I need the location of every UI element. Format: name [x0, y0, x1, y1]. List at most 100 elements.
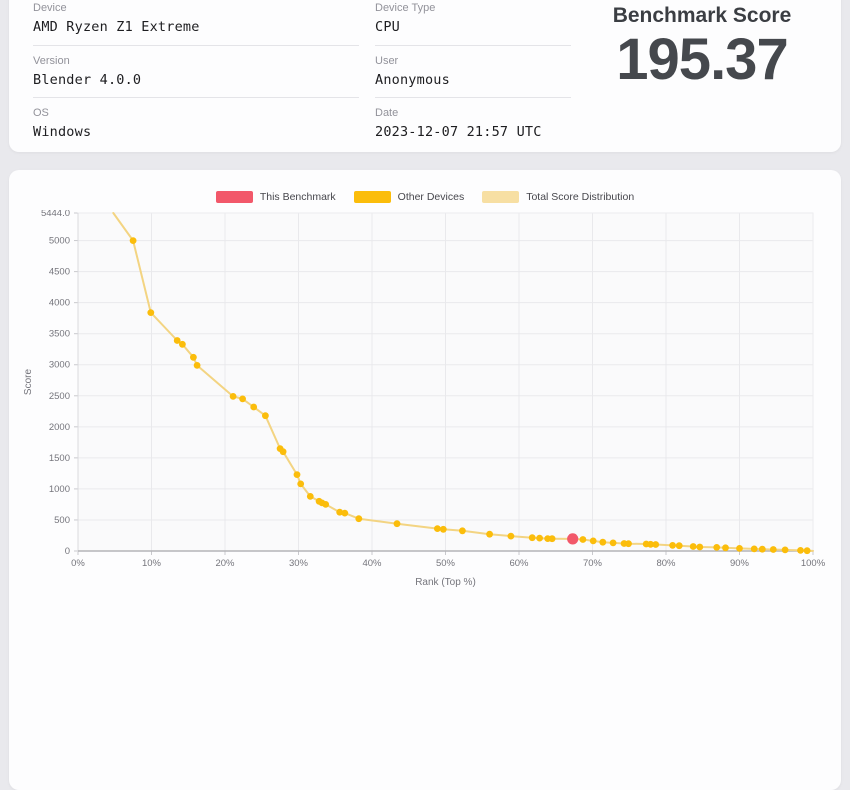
y-tick-label: 5000 [49, 236, 70, 247]
user-value: Anonymous [375, 71, 450, 88]
other-device-point[interactable] [803, 547, 811, 555]
other-device-point[interactable] [769, 546, 777, 553]
other-device-point[interactable] [758, 545, 766, 553]
other-device-point[interactable] [459, 527, 466, 535]
other-device-point[interactable] [722, 544, 729, 552]
date-value: 2023-12-07 21:57 UTC [375, 124, 542, 141]
device-type-label: Device Type [375, 2, 436, 14]
x-tick-label: 50% [436, 558, 456, 569]
chart-legend: This Benchmark Other Devices Total Score… [9, 190, 841, 204]
y-axis-title: Score [23, 369, 34, 396]
total-score-distribution-legend-label: Total Score Distribution [526, 190, 635, 203]
other-device-point[interactable] [647, 540, 654, 548]
other-device-point[interactable] [689, 543, 697, 550]
info-column-right: Device Type CPU User Anonymous Date 2023… [375, 2, 571, 150]
device-type-value: CPU [375, 19, 400, 35]
other-device-point[interactable] [293, 471, 301, 478]
other-device-point[interactable] [507, 532, 515, 540]
y-tick-label: 4000 [49, 298, 70, 309]
other-device-point[interactable] [797, 547, 804, 554]
other-device-point[interactable] [355, 515, 363, 523]
other-device-point[interactable] [696, 543, 704, 551]
device-value: AMD Ryzen Z1 Extreme [33, 19, 200, 35]
x-tick-label: 10% [142, 558, 162, 569]
y-tick-label: 3000 [49, 360, 70, 371]
benchmark-score-box: Benchmark Score 195.37 [587, 2, 817, 150]
info-grid: Device AMD Ryzen Z1 Extreme Version Blen… [33, 2, 817, 150]
other-device-point[interactable] [179, 340, 186, 348]
info-field-date: Date 2023-12-07 21:57 UTC [375, 107, 571, 150]
x-tick-label: 20% [215, 558, 235, 569]
other-device-point[interactable] [239, 395, 247, 403]
date-label: Date [375, 107, 399, 120]
other-device-point[interactable] [609, 539, 617, 547]
x-axis-title: Rank (Top %) [415, 577, 476, 588]
other-device-point[interactable] [675, 542, 683, 550]
version-label: Version [33, 54, 70, 67]
legend-item-other-devices[interactable]: Other Devices [353, 190, 465, 203]
other-device-point[interactable] [336, 508, 344, 516]
total-score-distribution-swatch [482, 191, 520, 203]
x-tick-label: 60% [509, 558, 529, 569]
benchmark-score-title: Benchmark Score [612, 4, 792, 27]
other-device-point[interactable] [536, 534, 543, 542]
info-field-device-type: Device Type CPU [375, 2, 571, 46]
other-device-point[interactable] [589, 537, 597, 545]
x-tick-label: 90% [730, 558, 750, 569]
legend-item-this-benchmark[interactable]: This Benchmark [215, 191, 336, 203]
other-devices-legend-label: Other Devices [397, 190, 465, 203]
other-device-point[interactable] [341, 509, 349, 517]
this-benchmark-point[interactable] [567, 533, 579, 545]
legend-item-total-score-distribution[interactable]: Total Score Distribution [482, 191, 634, 203]
other-device-point[interactable] [652, 541, 660, 548]
device-label: Device [33, 2, 67, 14]
x-tick-label: 80% [656, 558, 676, 569]
other-device-point[interactable] [279, 448, 287, 456]
benchmark-info-card: Device AMD Ryzen Z1 Extreme Version Blen… [9, 0, 841, 152]
os-label: OS [33, 107, 49, 120]
benchmark-chart[interactable]: 0% 10% 20% 30% 40% 50% 60% 70% 80% 90% 100% 5444.0 5… [9, 210, 841, 594]
other-device-point[interactable] [393, 520, 401, 528]
other-device-point[interactable] [599, 538, 607, 546]
other-device-point[interactable] [322, 501, 330, 508]
other-device-point[interactable] [229, 393, 237, 400]
other-device-point[interactable] [781, 546, 789, 554]
benchmark-chart-card: This Benchmark Other Devices Total Score… [9, 170, 841, 790]
other-device-point[interactable] [625, 540, 632, 548]
y-tick-label: 2000 [49, 422, 70, 433]
version-value: Blender 4.0.0 [33, 71, 142, 88]
os-value: Windows [33, 124, 92, 141]
other-devices-swatch [353, 191, 391, 203]
y-tick-label: 1000 [49, 484, 70, 495]
other-device-point[interactable] [129, 237, 137, 244]
other-device-point[interactable] [548, 535, 556, 543]
other-device-point[interactable] [147, 309, 155, 316]
other-device-point[interactable] [528, 534, 536, 542]
other-device-point[interactable] [297, 480, 305, 488]
other-device-point[interactable] [669, 542, 676, 549]
other-device-point[interactable] [439, 525, 447, 533]
other-device-point[interactable] [750, 545, 758, 553]
other-device-point[interactable] [434, 525, 441, 532]
other-device-point[interactable] [306, 493, 314, 500]
y-tick-label: 0 [65, 546, 70, 557]
y-tick-label: 500 [54, 515, 70, 526]
other-device-point[interactable] [190, 353, 197, 361]
other-device-point[interactable] [486, 530, 493, 538]
x-tick-label: 70% [583, 558, 603, 569]
user-label: User [375, 54, 399, 67]
x-tick-label: 100% [801, 558, 826, 569]
info-field-user: User Anonymous [375, 55, 571, 99]
other-device-point[interactable] [262, 412, 269, 420]
other-device-point[interactable] [193, 362, 201, 369]
x-tick-label: 0% [71, 558, 85, 569]
other-device-point[interactable] [713, 544, 721, 551]
x-tick-label: 40% [362, 558, 382, 569]
other-device-point[interactable] [736, 545, 743, 552]
other-device-point[interactable] [173, 337, 181, 344]
other-device-point[interactable] [579, 536, 587, 543]
this-benchmark-swatch [215, 191, 253, 203]
other-device-point[interactable] [250, 403, 258, 411]
info-field-os: OS Windows [33, 107, 359, 150]
